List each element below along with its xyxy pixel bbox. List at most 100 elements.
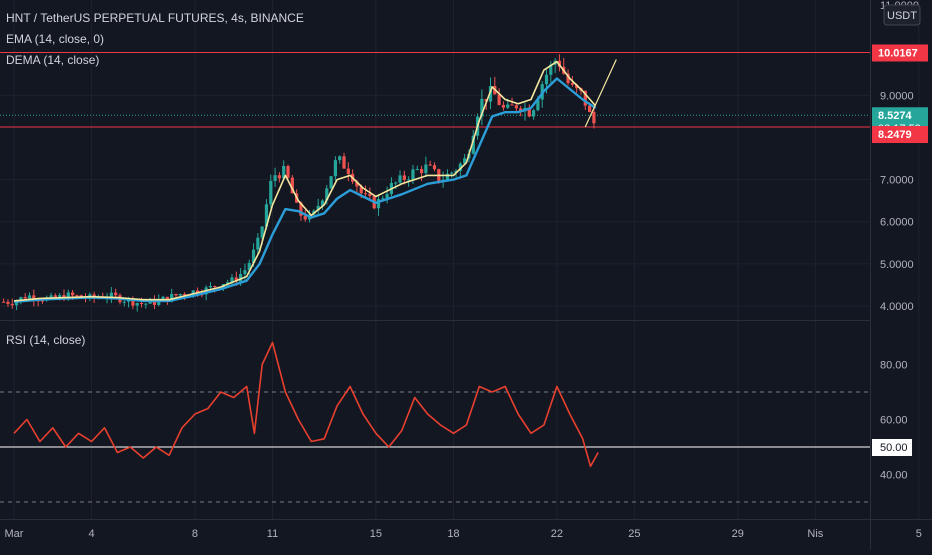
candle-bull xyxy=(471,135,475,154)
candle-bull xyxy=(549,64,553,75)
grid-lines xyxy=(0,0,920,519)
dema-line[interactable] xyxy=(13,77,597,303)
candle-bear xyxy=(346,168,350,174)
candle-bear xyxy=(152,299,157,305)
time-label: Nis xyxy=(807,528,823,540)
time-label: Mar xyxy=(5,528,24,540)
candle-bull xyxy=(247,262,251,271)
rsi-line[interactable] xyxy=(13,341,599,468)
candle-bull xyxy=(385,194,389,199)
candle-bull xyxy=(325,188,329,201)
candle-bull xyxy=(316,205,320,211)
candle-bear xyxy=(342,156,346,169)
time-label: 15 xyxy=(370,528,382,540)
candle-bull xyxy=(49,295,53,298)
rsi-pane[interactable] xyxy=(0,341,870,503)
candle-bull xyxy=(269,180,273,205)
candle-bull xyxy=(122,301,126,303)
candle-bear xyxy=(419,169,424,174)
candle-bear xyxy=(432,165,437,170)
candle-bear xyxy=(6,301,10,304)
candle-bull xyxy=(531,110,536,117)
candle-bull xyxy=(458,163,462,171)
ema-legend[interactable]: EMA (14, close, 0) xyxy=(6,32,105,46)
last-price-badge-text: 8.5274 xyxy=(878,110,913,122)
candle-bull xyxy=(135,303,139,306)
rsi-midline-badge-bg xyxy=(872,439,912,456)
candle-bull xyxy=(450,172,454,174)
candle-bull xyxy=(536,99,540,111)
candle-bull xyxy=(480,98,484,117)
candle-bear xyxy=(290,177,294,194)
candle-bull xyxy=(398,175,402,183)
candle-bull xyxy=(381,198,385,200)
candle-bear xyxy=(501,104,506,108)
candle-bear xyxy=(299,202,303,216)
candle-bear xyxy=(234,277,238,282)
candle-bear xyxy=(484,98,488,102)
ema-line[interactable] xyxy=(13,60,597,302)
candle-bull xyxy=(58,295,62,299)
resistance-price-badge-text: 10.0167 xyxy=(878,48,918,60)
candle-bear xyxy=(23,297,27,299)
candle-bull xyxy=(157,299,161,305)
candle-bull xyxy=(161,296,165,300)
time-label: 22 xyxy=(551,528,563,540)
trend-line[interactable] xyxy=(584,59,617,128)
rsi-legend[interactable]: RSI (14, close) xyxy=(6,333,86,347)
candle-bear xyxy=(363,193,368,195)
candle-bull xyxy=(463,158,467,164)
rsi-midline-badge: 50.00 xyxy=(872,439,912,456)
candle-bull xyxy=(488,85,493,102)
support-price-badge-bg xyxy=(872,126,928,144)
time-axis[interactable]: Mar 4 8 11 15 18 22 25 29 Nis 5 xyxy=(5,528,922,540)
rsi-midline-badge-text: 50.00 xyxy=(880,442,908,454)
time-label: 5 xyxy=(916,528,922,540)
price-tick-label: 9.0000 xyxy=(880,90,914,102)
candle-bear xyxy=(566,73,570,84)
candle-bull xyxy=(178,294,182,296)
candle-bull xyxy=(264,204,269,227)
rsi-tick-label: 40.00 xyxy=(880,470,908,482)
candle-bear xyxy=(303,215,307,220)
candle-bull xyxy=(411,169,415,180)
candle-bear xyxy=(183,294,187,296)
candle-bull xyxy=(243,270,247,274)
candle-bear xyxy=(174,293,178,296)
candle-bear xyxy=(114,292,118,296)
time-label: 4 xyxy=(88,528,94,540)
candle-bear xyxy=(277,175,281,179)
symbol-legend[interactable]: HNT / TetherUS PERPETUAL FUTURES, 4s, BI… xyxy=(6,11,304,25)
rsi-tick-label: 60.00 xyxy=(880,415,908,427)
currency-button[interactable] xyxy=(883,4,921,26)
candle-bull xyxy=(19,297,23,302)
support-price-badge-text: 8.2479 xyxy=(878,129,912,141)
dema-legend[interactable]: DEMA (14, close) xyxy=(6,53,100,67)
resistance-price-badge[interactable]: 10.0167 xyxy=(872,44,928,62)
rsi-axis[interactable]: 40.00 60.00 80.00 50.00 xyxy=(872,360,912,482)
candle-bear xyxy=(583,90,587,106)
candle-bull xyxy=(544,74,549,85)
candle-bear xyxy=(75,295,79,297)
candle-bull xyxy=(191,290,195,296)
candle-bull xyxy=(329,176,333,189)
time-label: 29 xyxy=(732,528,744,540)
candle-bull xyxy=(506,104,510,108)
price-tick-label: 6.0000 xyxy=(880,217,914,229)
price-tick-label: 4.0000 xyxy=(880,301,914,313)
currency-label: USDT xyxy=(887,10,917,22)
candle-bear xyxy=(40,300,45,302)
candle-bull xyxy=(109,292,113,298)
candle-bear xyxy=(402,175,406,180)
candle-bull xyxy=(260,226,264,238)
support-price-badge[interactable]: 8.2479 xyxy=(872,126,928,144)
candle-bear xyxy=(2,301,6,303)
time-label: 25 xyxy=(628,528,640,540)
candle-bull xyxy=(256,237,260,250)
candle-bull xyxy=(338,156,342,161)
candle-bear xyxy=(10,303,14,306)
price-pane[interactable] xyxy=(0,52,870,312)
candle-bull xyxy=(320,200,325,206)
